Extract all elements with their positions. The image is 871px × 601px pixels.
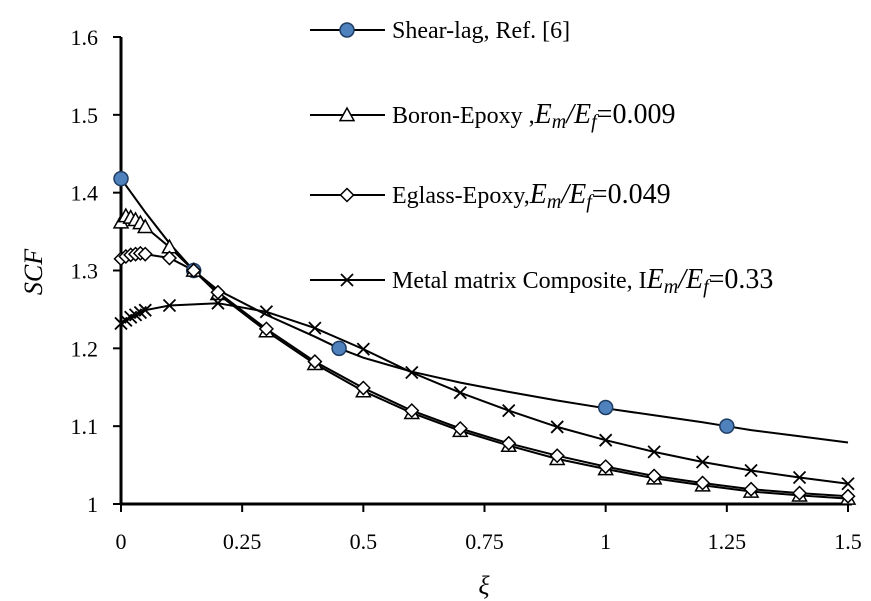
legend-item-0: Shear-lag, Ref. [6] — [310, 18, 570, 44]
data-point-3 — [453, 386, 467, 400]
legend-item-2: Eglass-Epoxy,Em/Ef=0.049 — [310, 179, 671, 213]
data-point-3 — [138, 303, 152, 317]
legend-item-3: Metal matrix Composite, IEm/Ef=0.33 — [310, 264, 773, 298]
legend-item-1: Boron-Epoxy ,Em/Ef=0.009 — [310, 99, 675, 133]
data-point-3 — [695, 455, 710, 469]
marker-stroke — [695, 455, 710, 469]
y-tick-label: 1.4 — [71, 181, 99, 206]
marker-stroke — [162, 298, 177, 313]
data-point-0 — [719, 418, 735, 434]
data-point-0 — [113, 170, 129, 187]
data-point-2 — [452, 420, 468, 437]
marker-stroke — [138, 303, 152, 317]
data-point-2 — [743, 481, 759, 497]
x-tick-label: 0 — [116, 529, 127, 554]
marker-stroke — [259, 305, 274, 319]
data-point-3 — [647, 445, 661, 459]
marker-stroke — [405, 365, 419, 380]
marker-stroke — [550, 420, 564, 434]
series-line-3 — [120, 302, 849, 485]
legend-label: Metal matrix Composite, IEm/Ef=0.33 — [392, 264, 773, 298]
y-tick-label: 1.6 — [71, 25, 99, 50]
marker-stroke — [340, 273, 354, 287]
data-point-0 — [597, 399, 614, 416]
data-point-3 — [744, 463, 758, 478]
marker-stroke — [599, 433, 613, 447]
marker-stroke — [647, 445, 661, 459]
marker-stroke — [211, 296, 225, 310]
legend-marker — [339, 187, 355, 203]
data-point-0 — [331, 340, 347, 357]
legend-marker — [340, 273, 354, 287]
x-tick-label: 0.25 — [223, 529, 262, 554]
series-lines — [120, 178, 849, 500]
data-point-2 — [404, 403, 420, 419]
data-point-3 — [841, 477, 855, 491]
x-tick-label: 1 — [600, 529, 611, 554]
data-point-2 — [791, 485, 808, 501]
y-axis-title: SCF — [19, 248, 48, 295]
data-point-3 — [259, 305, 274, 319]
data-point-3 — [502, 403, 516, 418]
data-point-3 — [211, 296, 225, 310]
x-tick-label: 0.5 — [350, 529, 378, 554]
y-tick-label: 1.3 — [71, 259, 99, 284]
marker-stroke — [308, 321, 322, 335]
marker-stroke — [744, 463, 758, 478]
data-point-3 — [356, 342, 370, 356]
y-tick-label: 1.1 — [71, 414, 99, 439]
legend: Shear-lag, Ref. [6] Boron-Epoxy ,Em/Ef=0.… — [310, 18, 773, 298]
series-markers — [112, 170, 857, 505]
marker-stroke — [356, 342, 370, 356]
tick-labels: 1 1.1 1.2 1.3 1.4 1.5 1.6 0 0.25 0.5 0.75 1 1.25 1.5 — [71, 25, 862, 554]
legend-marker — [339, 22, 355, 38]
data-point-1 — [136, 218, 154, 234]
data-point-2 — [161, 250, 178, 266]
data-point-2 — [186, 262, 202, 279]
data-point-2 — [840, 488, 856, 504]
data-point-3 — [550, 420, 564, 434]
y-tick-label: 1 — [87, 492, 98, 517]
data-point-2 — [137, 246, 153, 262]
data-point-2 — [258, 321, 274, 337]
x-tick-label: 1.5 — [834, 529, 862, 554]
x-tick-label: 1.25 — [708, 529, 747, 554]
x-tick-label: 0.75 — [465, 529, 504, 554]
series-line-1 — [120, 214, 849, 500]
legend-marker — [338, 106, 356, 122]
data-point-2 — [307, 354, 323, 370]
axes — [113, 36, 852, 512]
data-point-3 — [792, 470, 807, 485]
legend-label: Eglass-Epoxy,Em/Ef=0.049 — [392, 179, 671, 213]
y-tick-label: 1.2 — [71, 336, 99, 361]
marker-stroke — [453, 386, 467, 400]
data-point-2 — [598, 459, 614, 475]
data-point-2 — [695, 475, 711, 491]
data-point-2 — [355, 380, 371, 396]
data-point-2 — [501, 435, 517, 451]
data-point-3 — [405, 365, 419, 380]
data-point-3 — [308, 321, 322, 335]
legend-label: Boron-Epoxy ,Em/Ef=0.009 — [392, 99, 675, 133]
marker-stroke — [502, 403, 516, 418]
x-axis-title: ξ — [478, 571, 490, 600]
y-tick-label: 1.5 — [71, 103, 99, 128]
marker-stroke — [841, 477, 855, 491]
data-point-2 — [210, 284, 226, 300]
data-point-2 — [549, 448, 565, 464]
marker-stroke — [792, 470, 807, 485]
legend-label: Shear-lag, Ref. [6] — [392, 18, 570, 44]
series-line-0 — [120, 178, 849, 444]
data-point-3 — [162, 298, 177, 313]
data-point-2 — [646, 468, 662, 484]
data-point-3 — [599, 433, 613, 447]
